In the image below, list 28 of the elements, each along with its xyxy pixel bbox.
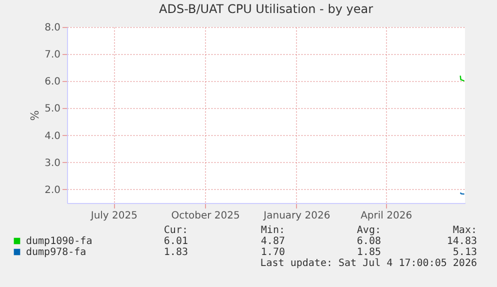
x-tick-label: January 2026 [262, 210, 330, 222]
legend-label: dump1090-fa [26, 236, 92, 247]
y-tick-label: 3.0 [44, 158, 60, 169]
y-tick-label: 7.0 [44, 50, 60, 61]
y-tick-label: 6.0 [44, 76, 60, 88]
y-axis-title: % [28, 110, 42, 121]
text: Max: [452, 225, 477, 236]
x-tick-label: April 2026 [360, 210, 412, 222]
x-tick-label: July 2025 [90, 210, 138, 222]
text: 14.83 [446, 236, 477, 247]
text: Cur: [164, 225, 188, 236]
text: 6.08 [356, 236, 381, 247]
text: Avg: [356, 225, 381, 236]
x-tick-label: October 2025 [171, 210, 240, 222]
chart-title: ADS-B/UAT CPU Utilisation - by year [158, 2, 374, 16]
text: 1.70 [260, 247, 285, 258]
text: Last update: Sat Jul 4 17:00:05 2026 [260, 258, 477, 269]
y-tick-label: 4.0 [44, 130, 60, 142]
text: 6.01 [164, 236, 188, 247]
y-tick-label: 5.0 [44, 104, 60, 115]
text: Min: [260, 225, 285, 236]
legend-label: dump978-fa [26, 247, 86, 258]
text: 5.13 [452, 247, 477, 258]
y-tick-label: 8.0 [44, 22, 60, 34]
text: 4.87 [260, 236, 285, 247]
y-tick-label: 2.0 [44, 184, 60, 196]
text: 1.83 [164, 247, 188, 258]
text: 1.85 [356, 247, 381, 258]
